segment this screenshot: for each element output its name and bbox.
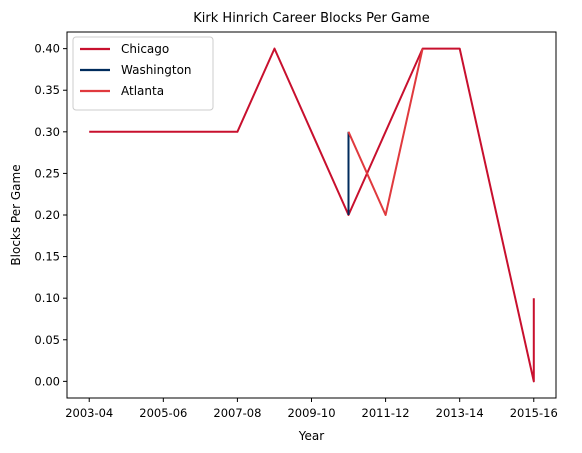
- legend: Chicago Washington Atlanta: [72, 36, 214, 111]
- x-tick-label: 2005-06: [139, 406, 187, 420]
- y-tick-label: 0.40: [34, 42, 60, 56]
- y-tick-label: 0.10: [34, 291, 60, 305]
- y-tick-label: 0.25: [34, 166, 60, 180]
- legend-label-washington: Washington: [121, 63, 192, 77]
- x-tick-label: 2009-10: [287, 406, 335, 420]
- plot-lines: [89, 47, 535, 383]
- x-axis-label: Year: [298, 429, 324, 443]
- y-tick-label: 0.05: [34, 333, 60, 347]
- y-tick-label: 0.15: [34, 250, 60, 264]
- legend-label-atlanta: Atlanta: [121, 84, 164, 98]
- chart-title: Kirk Hinrich Career Blocks Per Game: [193, 11, 429, 26]
- legend-label-chicago: Chicago: [121, 42, 169, 56]
- x-tick-label: 2015-16: [510, 406, 558, 420]
- y-tick-label: 0.20: [34, 208, 60, 222]
- plot-frame: [66, 31, 557, 399]
- x-axis-ticks: 2003-04 2005-06 2007-08 2009-10 2011-12 2013-…: [65, 398, 558, 420]
- x-tick-label: 2007-08: [213, 406, 261, 420]
- y-tick-label: 0.35: [34, 83, 60, 97]
- series-line-atlanta: [347, 48, 424, 216]
- x-tick-label: 2003-04: [65, 406, 113, 420]
- y-axis-ticks: 0.00 0.05 0.10 0.15 0.20 0.25 0.30 0.35 0.40: [34, 42, 67, 388]
- series-line-chicago: [89, 47, 535, 383]
- y-tick-label: 0.30: [34, 125, 60, 139]
- x-tick-label: 2011-12: [362, 406, 410, 420]
- y-tick-label: 0.00: [34, 374, 60, 388]
- y-axis-label: Blocks Per Game: [9, 164, 23, 265]
- x-tick-label: 2013-14: [436, 406, 484, 420]
